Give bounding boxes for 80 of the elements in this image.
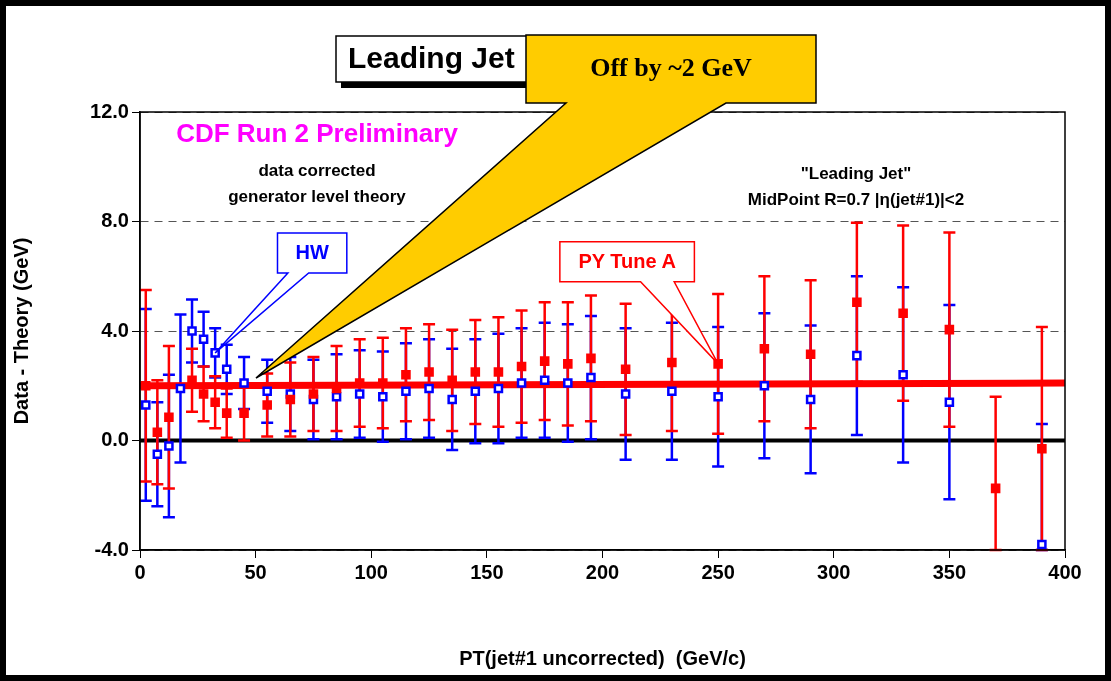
point: [516, 361, 527, 372]
point: [164, 441, 174, 451]
point: [563, 359, 573, 369]
x-tick-label: 250: [701, 560, 735, 583]
annotation: "Leading Jet": [800, 163, 912, 183]
point: [447, 394, 457, 405]
point: [401, 386, 411, 397]
point: [221, 364, 232, 375]
point: [852, 297, 862, 308]
point: [586, 372, 596, 383]
x-tick-label: 200: [585, 560, 620, 583]
point: [759, 344, 770, 354]
point: [539, 356, 550, 366]
point: [470, 386, 481, 397]
point: [1037, 539, 1047, 550]
annotation: MidPoint R=0.7 |η(jet#1)|<2: [747, 189, 965, 209]
point: [285, 394, 296, 405]
point: [210, 397, 220, 407]
point: [944, 397, 955, 407]
y-tick-label: 4.0: [101, 318, 129, 341]
point: [378, 391, 388, 402]
annotation: CDF Run 2 Preliminary: [176, 118, 459, 149]
point: [354, 389, 365, 399]
point: [152, 449, 163, 459]
annotation: data corrected: [258, 160, 376, 180]
y-tick-label: 8.0: [101, 209, 129, 232]
point: [898, 370, 908, 380]
point: [620, 389, 631, 399]
point: [221, 408, 232, 418]
x-tick-label: 100: [354, 560, 388, 583]
point: [898, 308, 908, 318]
x-tick-label: 350: [932, 560, 967, 583]
point: [470, 367, 481, 377]
point: [586, 353, 596, 364]
point: [539, 375, 550, 386]
point: [1037, 443, 1047, 454]
y-tick-label: 12.0: [90, 99, 129, 122]
point: [990, 483, 1001, 494]
point: [667, 357, 677, 368]
point: [239, 378, 249, 388]
point: [262, 400, 272, 410]
point: [152, 427, 163, 438]
point: [424, 367, 434, 377]
point: [713, 391, 723, 402]
point: [944, 324, 955, 335]
point: [239, 408, 249, 418]
point: [759, 380, 770, 391]
x-tick-label: 400: [1048, 560, 1082, 583]
point: [563, 378, 573, 388]
y-tick-label: 0.0: [101, 428, 129, 451]
text: Off by ~2 GeV: [590, 52, 752, 82]
x-tick-label: 50: [244, 560, 267, 583]
text: HW: [295, 241, 329, 264]
point: [805, 349, 816, 360]
point: [424, 383, 434, 394]
point: [262, 386, 272, 397]
point: [175, 383, 186, 394]
x-tick-label: 150: [470, 560, 504, 583]
point: [198, 334, 209, 344]
point: [852, 350, 862, 361]
point: [620, 364, 631, 375]
text: PY Tune A: [578, 250, 676, 273]
x-tick-label: 300: [817, 560, 851, 583]
point: [516, 378, 527, 388]
point: [667, 386, 677, 397]
point: [401, 370, 411, 380]
y-axis-title: Data - Theory (GeV): [9, 237, 32, 425]
annotation: generator level theory: [228, 186, 407, 206]
x-tick-label: 0: [134, 560, 146, 583]
point: [210, 348, 220, 358]
x-axis-title: PT(jet#1 uncorrected) (GeV/c): [459, 646, 746, 669]
y-tick-label: -4.0: [94, 537, 129, 560]
chart-title: Leading Jet: [348, 41, 515, 75]
point: [493, 367, 504, 377]
point: [493, 383, 504, 394]
point: [308, 389, 319, 399]
point: [198, 389, 209, 399]
point: [805, 394, 816, 405]
point: [187, 326, 197, 336]
point: [164, 412, 174, 423]
